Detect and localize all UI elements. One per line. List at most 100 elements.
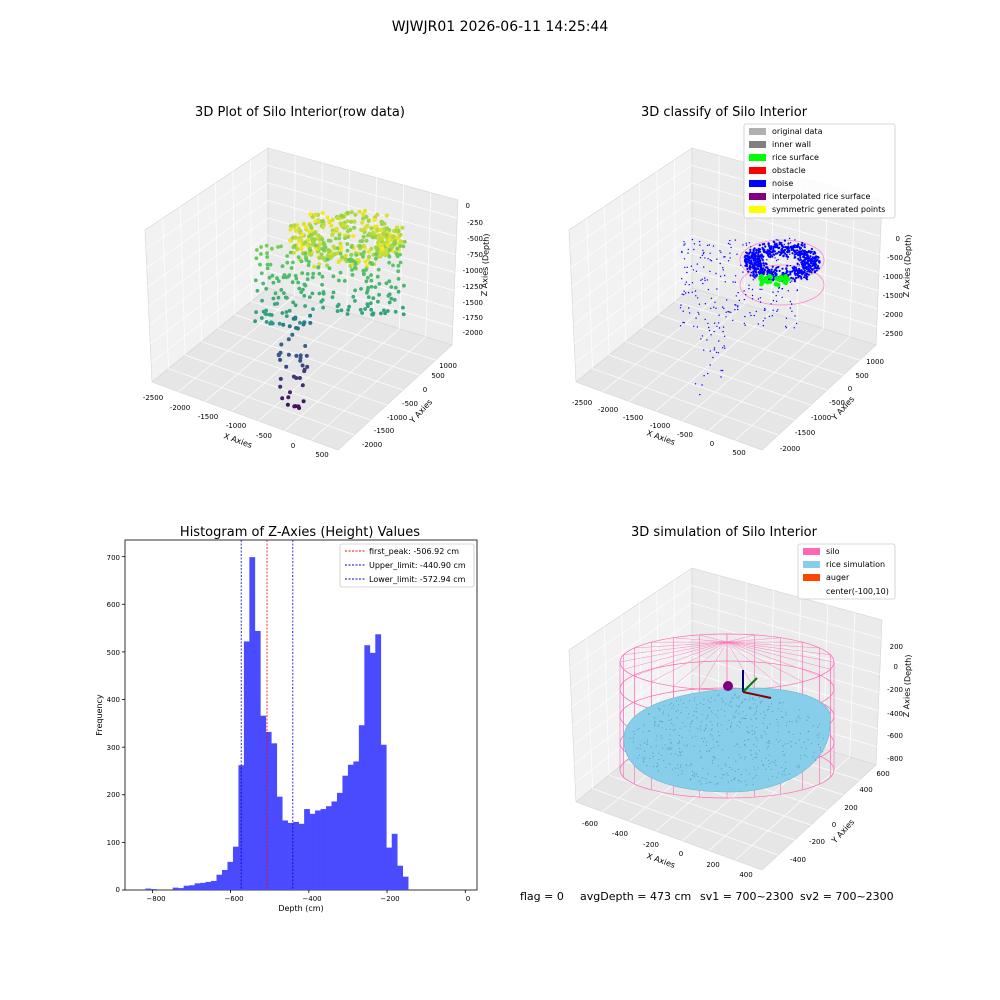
noise-point (691, 291, 693, 293)
noise-point (804, 258, 808, 261)
rice-simulation-dot (725, 703, 727, 705)
rice-simulation-dot (819, 746, 821, 748)
raw-point (353, 260, 358, 265)
raw-point (263, 311, 268, 316)
raw-point (277, 321, 282, 326)
rice-simulation-dot (709, 707, 711, 709)
raw-point (279, 244, 283, 249)
grid-line (708, 328, 824, 431)
grid-line (571, 200, 693, 288)
rice-simulation-dot (708, 706, 710, 709)
grid-line (218, 327, 404, 391)
rice-simulation-dot (710, 710, 713, 712)
silo-roof-line (726, 641, 781, 687)
histogram-bar (364, 645, 371, 890)
noise-point (753, 265, 756, 268)
raw-xtick: 500 (315, 451, 328, 459)
rice-simulation-dot (662, 713, 664, 715)
raw-point (402, 283, 406, 288)
noise-point (815, 263, 818, 266)
raw-point (338, 241, 343, 246)
noise-point (709, 350, 711, 352)
raw-point (353, 212, 358, 217)
noise-point (709, 259, 711, 261)
rice-simulation-dot (778, 772, 780, 774)
noise-point (725, 316, 727, 318)
noise-point (791, 270, 794, 273)
rice-simulation-dot (709, 701, 712, 703)
noise-point (688, 307, 690, 309)
classify-ztick: -1500 (883, 292, 903, 300)
raw-point (303, 225, 309, 230)
histogram-title: Histogram of Z-Axies (Height) Values (180, 525, 420, 540)
legend-label-lower-limit: Lower_limit: -572.94 cm (369, 575, 466, 584)
raw-point (279, 288, 284, 292)
rice-simulation-dot (666, 747, 668, 749)
noise-point (786, 258, 789, 260)
raw-point (351, 294, 356, 299)
noise-point (686, 271, 688, 274)
rice-simulation-dot (727, 781, 730, 783)
raw-point (398, 252, 402, 257)
rice-simulation-dot (771, 761, 773, 763)
rice-simulation-dot (699, 702, 702, 704)
raw-point (289, 266, 294, 270)
raw-point (306, 263, 311, 268)
raw-point (320, 237, 325, 242)
rice-simulation-dot (770, 703, 773, 705)
rice-simulation-dot (782, 701, 784, 704)
raw-point (275, 276, 279, 281)
raw-point (371, 230, 376, 235)
raw-point (376, 267, 381, 272)
rice-simulation-dot (679, 751, 681, 753)
noise-point (698, 313, 700, 315)
noise-point (720, 369, 722, 372)
raw-point (297, 226, 302, 232)
rice-simulation-dot (677, 755, 679, 757)
noise-point (790, 245, 794, 248)
rice-simulation-dot (708, 750, 710, 752)
raw-point (303, 304, 307, 308)
simulation-drawing (619, 633, 835, 799)
rice-simulation-dot (700, 757, 702, 759)
rice-simulation-dot (775, 764, 777, 767)
histogram-bar (353, 761, 360, 890)
raw-point (293, 228, 299, 233)
raw-ztick: -750 (467, 251, 483, 259)
grid-line (691, 620, 880, 675)
noise-point (800, 277, 803, 280)
rice-simulation-dot (706, 782, 708, 784)
raw-point (366, 304, 370, 309)
raw-point (342, 233, 348, 238)
rice-simulation-dot (643, 742, 646, 744)
raw-point (303, 251, 308, 256)
noise-point (751, 253, 754, 256)
noise-point (772, 279, 775, 282)
noise-point (766, 251, 769, 254)
histogram-vlines (240, 540, 294, 890)
noise-point (749, 274, 752, 277)
rice-simulation-dot (678, 734, 680, 737)
grid-line (185, 354, 371, 421)
histogram-xtick: −400 (302, 895, 321, 903)
rice-simulation-dot (731, 769, 733, 771)
rice-simulation-dot (693, 745, 695, 747)
rice-simulation-dot (655, 745, 657, 747)
raw-point (288, 390, 292, 395)
raw-point (363, 259, 368, 264)
rice-simulation-dot (689, 779, 692, 781)
raw-point (273, 291, 278, 296)
rice-simulation-dot (670, 753, 672, 755)
raw-point (398, 244, 403, 249)
noise-point (707, 257, 709, 260)
noise-point (730, 311, 732, 313)
noise-point (701, 384, 703, 386)
rice-simulation-dot (712, 762, 714, 764)
noise-point (800, 263, 804, 266)
raw-ztick: -1500 (463, 299, 483, 307)
raw-point (292, 243, 297, 248)
noise-point (684, 266, 686, 269)
noise-point (774, 272, 777, 275)
noise-point (702, 282, 704, 285)
noise-point (781, 247, 784, 250)
